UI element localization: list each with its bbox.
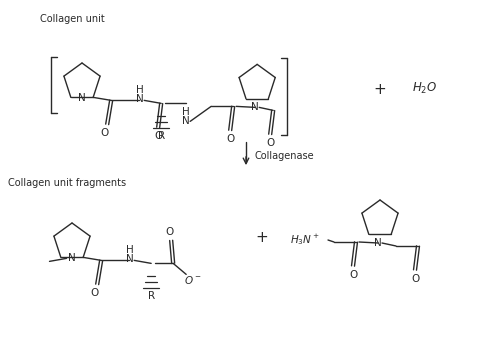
Text: $H_3N^+$: $H_3N^+$: [290, 233, 320, 247]
Text: N: N: [136, 94, 144, 104]
Text: N: N: [374, 238, 382, 248]
Text: Collagen unit fragments: Collagen unit fragments: [8, 178, 126, 188]
Text: N: N: [251, 102, 259, 112]
Text: +: +: [256, 230, 268, 246]
Text: $H_2O$: $H_2O$: [413, 80, 438, 95]
Text: +: +: [374, 82, 387, 98]
Text: Collagen unit: Collagen unit: [40, 14, 105, 24]
Text: O: O: [154, 131, 162, 141]
Text: Collagenase: Collagenase: [254, 151, 314, 161]
Text: R: R: [158, 131, 165, 141]
Text: N: N: [68, 253, 75, 264]
Text: O: O: [226, 134, 234, 144]
Text: O: O: [90, 288, 98, 298]
Text: N: N: [77, 93, 85, 103]
Text: O: O: [100, 129, 108, 138]
Text: $O^-$: $O^-$: [184, 274, 202, 286]
Text: O: O: [165, 228, 174, 237]
Text: O: O: [411, 274, 419, 284]
Text: H: H: [182, 107, 190, 117]
Text: H: H: [136, 85, 144, 95]
Text: H: H: [126, 246, 134, 255]
Text: O: O: [266, 138, 274, 148]
Text: O: O: [349, 270, 357, 280]
Text: N: N: [182, 116, 190, 126]
Text: N: N: [126, 255, 134, 264]
Text: R: R: [147, 291, 155, 301]
